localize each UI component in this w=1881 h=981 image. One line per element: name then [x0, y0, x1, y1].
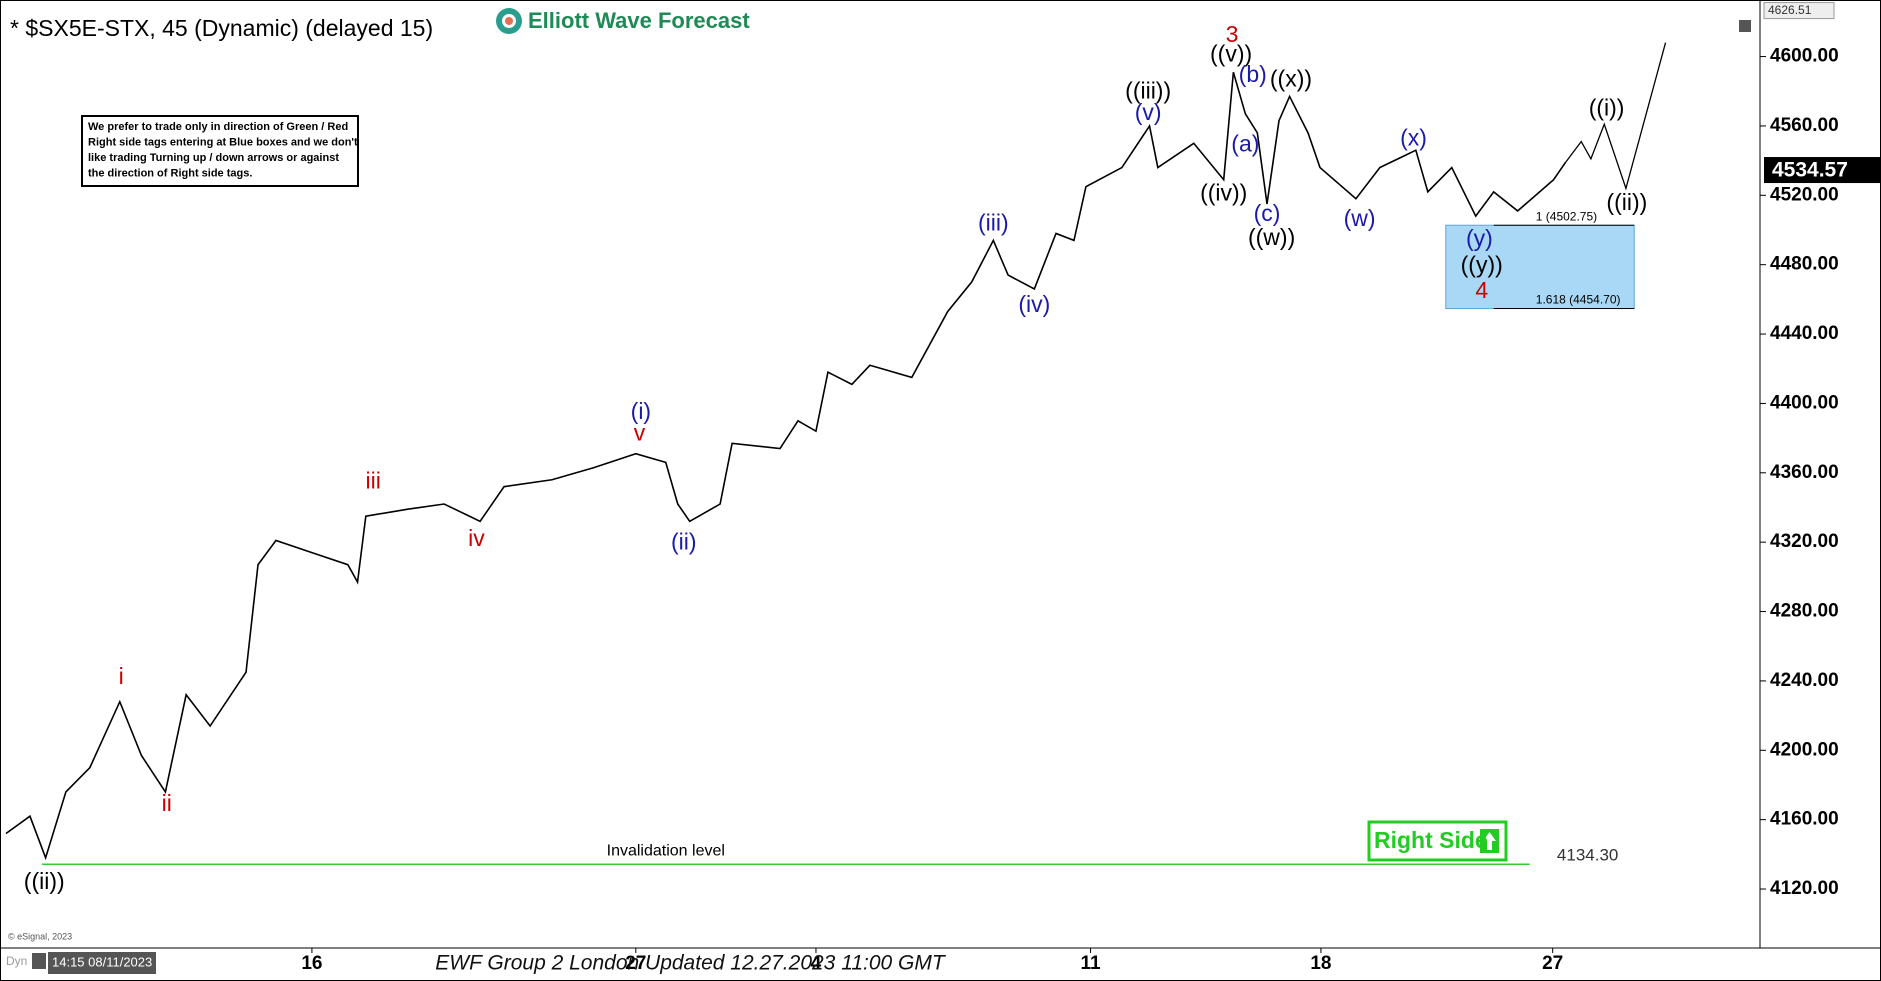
wave-label: ((ii)) [1606, 189, 1647, 215]
y-tick-label: 4400.00 [1770, 392, 1839, 413]
logo-icon [505, 17, 513, 25]
last-price-box [1764, 157, 1881, 184]
chart-title: * $SX5E-STX, 45 (Dynamic) (delayed 15) [10, 15, 433, 41]
wave-label: (w) [1344, 205, 1376, 231]
x-tick-label: 4 [811, 953, 822, 974]
copyright: © eSignal, 2023 [8, 931, 72, 941]
wave-label: (iv) [1018, 291, 1050, 317]
projection-line [1565, 42, 1667, 191]
footer: EWF Group 2 London Updated 12.27.2023 11… [435, 952, 947, 975]
mode-label: Dyn [6, 954, 27, 968]
fib-label: 1.618 (4454.70) [1536, 293, 1621, 307]
wave-label: (a) [1231, 130, 1259, 156]
wave-label: (y) [1466, 225, 1493, 251]
wave-label: 4 [1475, 277, 1488, 303]
wave-label: ((y)) [1461, 251, 1503, 277]
wave-label: iv [468, 525, 485, 551]
x-tick-label: 27 [1542, 953, 1563, 974]
wave-label: ((w)) [1248, 224, 1295, 250]
wave-label: ((x)) [1270, 66, 1312, 92]
time-label: 14:15 08/11/2023 [52, 954, 152, 969]
wave-label: (x) [1400, 124, 1427, 150]
y-tick-label: 4480.00 [1770, 254, 1839, 275]
x-tick-label: 11 [1081, 953, 1102, 974]
y-tick-label: 4560.00 [1770, 115, 1839, 136]
up-arrow [1483, 832, 1496, 850]
wave-label: (b) [1239, 61, 1267, 87]
mode-icon [32, 953, 46, 969]
logo-text: Elliott Wave Forecast [528, 8, 750, 33]
logo: Elliott Wave Forecast [492, 4, 766, 38]
time-box [48, 952, 156, 974]
wave-label: ((ii)) [24, 868, 65, 894]
price-line [5, 71, 1567, 861]
note-line: We prefer to trade only in direction of … [88, 121, 348, 133]
wave-label: ((iv)) [1200, 180, 1247, 206]
logo-bg [492, 4, 766, 38]
invalidation-label: Invalidation level [607, 842, 725, 859]
invalidation-value: 4134.30 [1557, 846, 1618, 865]
y-tick-label: 4160.00 [1770, 809, 1839, 830]
y-tick-label: 4360.00 [1770, 462, 1839, 483]
window-icon [1739, 20, 1751, 32]
wave-label: ((i)) [1589, 94, 1625, 120]
x-tick-label: 18 [1310, 953, 1331, 974]
wave-label: ((iii)) [1125, 78, 1171, 104]
y-tick-label: 4200.00 [1770, 739, 1839, 760]
y-tick-label: 4280.00 [1770, 601, 1839, 622]
note-line: Right side tags entering at Blue boxes a… [88, 136, 358, 148]
y-tick-label: 4600.00 [1770, 46, 1839, 67]
note-line: the direction of Right side tags. [88, 167, 252, 179]
y-tick-label: 4320.00 [1770, 531, 1839, 552]
note-box [81, 115, 359, 187]
wave-label: v [634, 420, 646, 446]
wave-label: (v) [1135, 99, 1162, 125]
y-tick-label: 4120.00 [1770, 878, 1839, 899]
y-tick-label: 4240.00 [1770, 670, 1839, 691]
wave-label: iii [366, 468, 381, 494]
wave-label: ((v)) [1210, 40, 1252, 66]
wave-label: ii [162, 790, 172, 816]
right-side-label: Right Side [1374, 827, 1488, 853]
last-price-label: 4534.57 [1772, 159, 1848, 182]
top-price-box [1763, 2, 1835, 20]
x-tick-label: 27 [625, 953, 646, 974]
right-side-tag: Right Side [1367, 820, 1508, 862]
note-line: like trading Turning up / down arrows or… [88, 152, 339, 164]
wave-label: (iii) [978, 210, 1009, 236]
fib-label: 1 (4502.75) [1536, 209, 1597, 223]
x-tick-label: 16 [301, 953, 322, 974]
wave-label: (i) [631, 398, 651, 424]
y-tick-label: 4520.00 [1770, 184, 1839, 205]
wave-label: 3 [1226, 21, 1239, 47]
top-price-label: 4626.51 [1768, 3, 1812, 17]
wave-label: i [119, 663, 124, 689]
wave-label: (ii) [671, 529, 697, 555]
y-tick-label: 4440.00 [1770, 323, 1839, 344]
wave-label: (c) [1254, 200, 1281, 226]
